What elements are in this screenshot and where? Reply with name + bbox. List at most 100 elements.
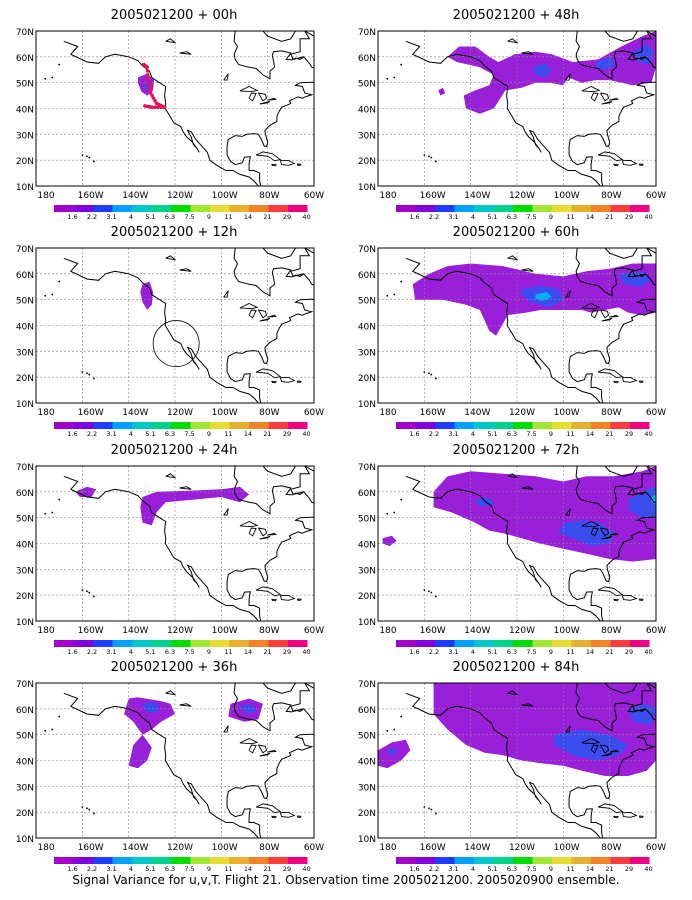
colorbar-label: 14: [586, 430, 594, 438]
x-tick-label: 120W: [509, 191, 535, 201]
coastline: [658, 296, 673, 308]
colorbar-cell: [288, 857, 308, 864]
coastline: [590, 92, 599, 102]
y-tick-label: 50N: [358, 80, 376, 90]
coastline: [165, 255, 177, 261]
colorbar-cell: [268, 640, 288, 647]
y-tick-label: 10N: [358, 400, 376, 410]
panel-title: 2005021200 + 84h: [452, 660, 580, 675]
x-tick-label: 80W: [259, 843, 279, 853]
x-tick-label: 140W: [464, 191, 490, 201]
figure-caption: Signal Variance for u,v,T. Flight 21. Ob…: [72, 873, 620, 887]
coastline: [259, 752, 271, 757]
coastline: [255, 368, 282, 379]
coastline: [226, 31, 314, 186]
colorbar-cell: [415, 640, 435, 647]
coastline: [179, 268, 192, 272]
colorbar-cell: [151, 205, 171, 212]
coastline: [521, 51, 534, 55]
colorbar-cell: [435, 422, 455, 429]
colorbar-label: 7.5: [526, 865, 536, 873]
coastline: [597, 586, 624, 597]
panel-12h: 2005021200 + 12h 70N 60N 50N 40N 30N 20N 10N 18…: [4, 225, 344, 443]
y-tick-label: 10N: [358, 618, 376, 628]
flight-track-point: [153, 105, 157, 110]
colorbar-label: 14: [586, 213, 594, 221]
coastline: [613, 163, 619, 167]
colorbar-cell: [190, 640, 210, 647]
coastline: [613, 598, 619, 602]
colorbar-cell: [493, 640, 513, 647]
colorbar-cell: [513, 422, 533, 429]
colorbar-cell: [190, 857, 210, 864]
y-tick-label: 10N: [358, 183, 376, 193]
colorbar-cell: [93, 640, 113, 647]
y-tick-label: 30N: [16, 131, 34, 141]
colorbar-cell: [268, 205, 288, 212]
colorbar-cell: [54, 640, 74, 647]
y-tick-label: 20N: [358, 157, 376, 167]
coastline: [226, 466, 314, 621]
variance-contour: [378, 739, 411, 769]
coastline: [568, 31, 656, 186]
y-tick-label: 40N: [358, 106, 376, 116]
x-tick-label: 160W: [78, 408, 104, 418]
y-tick-label: 20N: [16, 592, 34, 602]
colorbar-label: 40: [302, 213, 310, 221]
coastline: [63, 475, 261, 621]
coastline: [304, 248, 314, 254]
map-content: [36, 683, 314, 838]
coastline: [405, 475, 603, 621]
flight-track-point: [156, 105, 161, 110]
colorbar-label: 21: [263, 648, 271, 656]
coastline: [258, 744, 268, 754]
colorbar-cell: [435, 205, 455, 212]
y-tick-label: 70N: [16, 680, 34, 690]
colorbar-cell: [532, 205, 552, 212]
colorbar-label: 29: [625, 648, 633, 656]
x-tick-label: 80W: [601, 191, 621, 201]
coastline: [613, 815, 619, 819]
y-tick-label: 20N: [358, 592, 376, 602]
colorbar-label: 21: [263, 213, 271, 221]
coastline: [296, 380, 302, 383]
colorbar-cell: [93, 422, 113, 429]
colorbar-cell: [171, 857, 191, 864]
colorbar-cell: [249, 205, 269, 212]
coastline: [613, 380, 619, 384]
colorbar-cell: [532, 422, 552, 429]
colorbar-cell: [513, 205, 533, 212]
island: [400, 280, 403, 283]
coastline: [646, 683, 656, 689]
panel-00h: 2005021200 + 00h 70N 60N 50N 40N 30N 20N 10N 18…: [4, 8, 344, 226]
colorbar-label: 3.1: [448, 213, 458, 221]
colorbar-cell: [513, 640, 533, 647]
coastline: [565, 290, 571, 298]
y-tick-label: 30N: [16, 783, 34, 793]
colorbar-cell: [454, 422, 474, 429]
island: [393, 76, 396, 79]
coastline: [267, 97, 277, 101]
variance-contour: [628, 486, 656, 518]
y-tick-label: 50N: [16, 515, 34, 525]
colorbar-cell: [112, 205, 132, 212]
colorbar-label: 9: [207, 213, 211, 221]
x-tick-label: 180: [379, 843, 396, 853]
colorbar-cell: [591, 857, 611, 864]
coastline: [248, 309, 257, 319]
coastline: [271, 163, 277, 167]
y-tick-label: 40N: [16, 106, 34, 116]
colorbar-label: 5.1: [487, 865, 497, 873]
x-tick-label: 80W: [601, 843, 621, 853]
x-tick-label: 120W: [167, 191, 193, 201]
colorbar-cell: [229, 422, 249, 429]
colorbar-cell: [151, 640, 171, 647]
colorbar-label: 5.1: [145, 430, 155, 438]
x-tick-label: 60W: [646, 626, 666, 636]
x-tick-label: 180: [37, 626, 54, 636]
colorbar-label: 7.5: [184, 213, 194, 221]
coastline: [609, 749, 619, 753]
colorbar-cell: [268, 857, 288, 864]
coastline: [279, 811, 296, 818]
y-tick-label: 60N: [358, 271, 376, 281]
